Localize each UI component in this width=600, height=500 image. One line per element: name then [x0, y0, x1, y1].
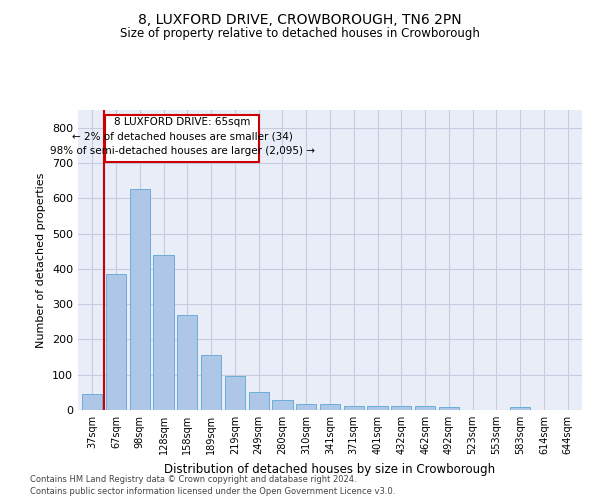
Bar: [225, 376, 245, 410]
Bar: [272, 400, 293, 410]
Bar: [82, 394, 103, 410]
Bar: [367, 406, 388, 410]
Bar: [320, 404, 340, 410]
Text: 98% of semi-detached houses are larger (2,095) →: 98% of semi-detached houses are larger (…: [50, 146, 314, 156]
Bar: [391, 406, 412, 410]
Y-axis label: Number of detached properties: Number of detached properties: [37, 172, 46, 348]
Bar: [154, 254, 173, 410]
Text: Contains HM Land Registry data © Crown copyright and database right 2024.: Contains HM Land Registry data © Crown c…: [30, 475, 356, 484]
Text: 8 LUXFORD DRIVE: 65sqm: 8 LUXFORD DRIVE: 65sqm: [114, 118, 250, 128]
Text: Contains public sector information licensed under the Open Government Licence v3: Contains public sector information licen…: [30, 487, 395, 496]
Text: ← 2% of detached houses are smaller (34): ← 2% of detached houses are smaller (34): [71, 132, 292, 141]
Bar: [344, 406, 364, 410]
Bar: [177, 314, 197, 410]
Bar: [130, 190, 150, 410]
Bar: [106, 274, 126, 410]
Bar: [106, 116, 259, 162]
X-axis label: Distribution of detached houses by size in Crowborough: Distribution of detached houses by size …: [164, 462, 496, 475]
Bar: [439, 407, 459, 410]
Bar: [510, 407, 530, 410]
Text: Size of property relative to detached houses in Crowborough: Size of property relative to detached ho…: [120, 28, 480, 40]
Bar: [296, 404, 316, 410]
Bar: [415, 406, 435, 410]
Bar: [201, 356, 221, 410]
Bar: [248, 392, 269, 410]
Text: 8, LUXFORD DRIVE, CROWBOROUGH, TN6 2PN: 8, LUXFORD DRIVE, CROWBOROUGH, TN6 2PN: [138, 12, 462, 26]
